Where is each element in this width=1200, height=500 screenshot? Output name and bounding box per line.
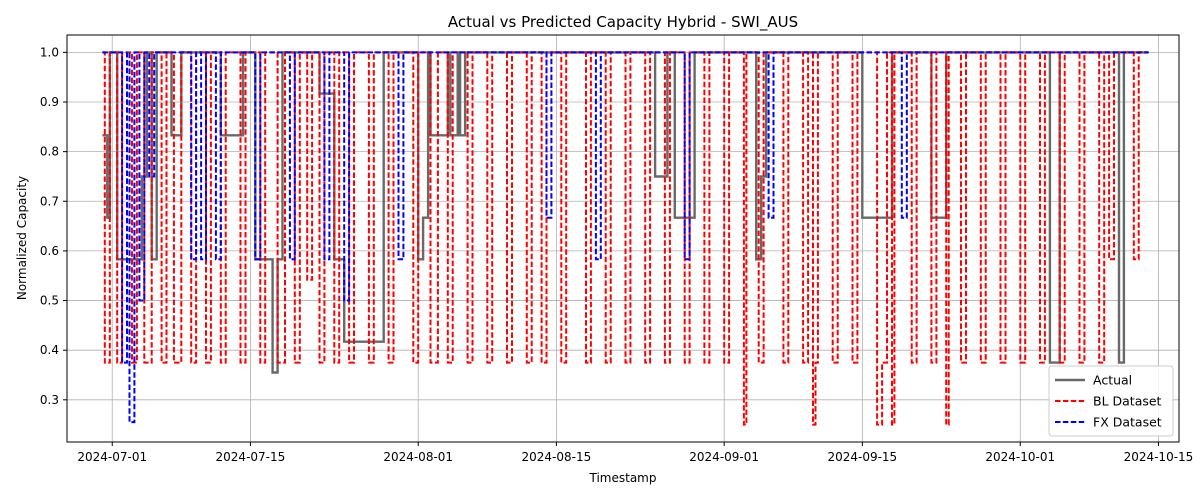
y-tick-label: 0.8 [40,145,59,159]
y-tick-label: 0.5 [40,294,59,308]
y-axis-ticks: 0.3 0.4 0.5 0.6 0.7 0.8 0.9 1.0 [40,45,67,407]
legend-label-bl-dataset: BL Dataset [1093,394,1162,409]
legend-label-fx-dataset: FX Dataset [1093,415,1162,430]
legend-label-actual: Actual [1093,373,1132,388]
x-tick-label: 2024-07-15 [216,450,286,464]
x-tick-label: 2024-07-01 [77,450,147,464]
x-tick-label: 2024-08-15 [522,450,592,464]
y-tick-label: 0.7 [40,194,59,208]
y-tick-label: 1.0 [40,45,59,59]
chart-title: Actual vs Predicted Capacity Hybrid - SW… [448,13,798,32]
x-tick-label: 2024-09-01 [689,450,759,464]
bl-dataset-line [102,51,1149,426]
plot-series [102,51,1149,426]
x-tick-label: 2024-08-01 [383,450,453,464]
y-axis-label: Normalized Capacity [15,176,29,300]
x-tick-label: 2024-10-01 [985,450,1055,464]
x-axis-ticks: 2024-07-01 2024-07-15 2024-08-01 2024-08-15… [77,442,1193,464]
x-tick-label: 2024-09-15 [827,450,897,464]
fx-dataset-line [102,51,1149,424]
x-tick-label: 2024-10-15 [1124,450,1194,464]
y-tick-label: 0.4 [40,343,59,357]
legend: Actual BL Dataset FX Dataset [1048,365,1174,437]
y-tick-label: 0.6 [40,244,59,258]
plot-frame [66,34,1180,443]
x-axis-label: Timestamp [589,471,657,485]
y-tick-label: 0.3 [40,393,59,407]
y-tick-label: 0.9 [40,95,59,109]
legend-box [1048,365,1174,437]
